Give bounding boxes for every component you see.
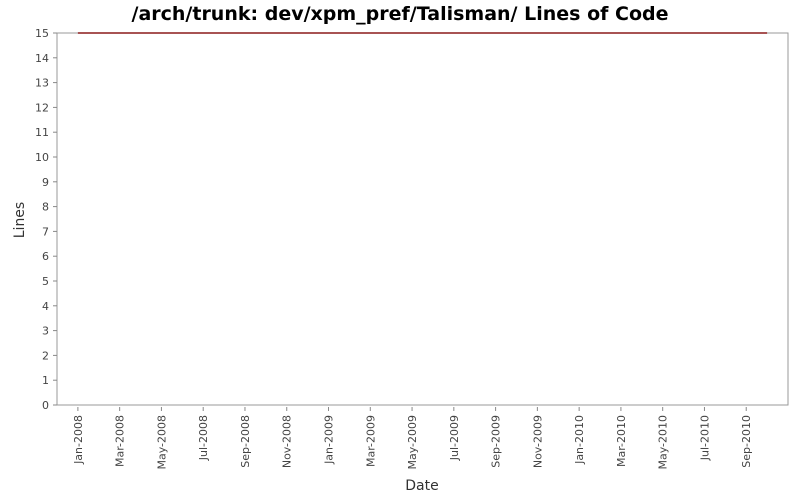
y-tick-label: 13 — [35, 77, 49, 90]
x-tick-label: Sep-2009 — [490, 415, 503, 468]
y-tick-label: 0 — [42, 399, 49, 412]
plot-area — [56, 32, 789, 406]
x-axis-title: Date — [405, 478, 438, 494]
y-tick-label: 15 — [35, 27, 49, 40]
x-tick-label: Mar-2009 — [364, 415, 377, 467]
y-tick-label: 3 — [42, 325, 49, 338]
x-tick-label: Nov-2009 — [531, 415, 544, 468]
chart-title: /arch/trunk: dev/xpm_pref/Talisman/ Line… — [132, 3, 669, 25]
x-tick-label: Jul-2010 — [698, 415, 711, 461]
x-tick-label: Mar-2008 — [114, 415, 127, 467]
y-tick-label: 5 — [42, 275, 49, 288]
y-tick-label: 2 — [42, 349, 49, 362]
y-tick-label: 4 — [42, 300, 49, 313]
y-tick-label: 10 — [35, 151, 49, 164]
x-tick-label: Sep-2008 — [239, 415, 252, 468]
y-tick-label: 11 — [35, 126, 49, 139]
x-tick-label: May-2009 — [406, 415, 419, 470]
x-tick-label: Jan-2010 — [573, 415, 586, 465]
y-tick-label: 1 — [42, 374, 49, 387]
y-tick-label: 6 — [42, 250, 49, 263]
y-tick-label: 7 — [42, 225, 49, 238]
x-tick-label: Mar-2010 — [615, 415, 628, 467]
x-tick-label: Jan-2008 — [72, 415, 85, 465]
y-tick-label: 14 — [35, 52, 49, 65]
y-axis-title: Lines — [12, 202, 28, 238]
x-tick-label: May-2010 — [657, 415, 670, 470]
x-tick-label: Jan-2009 — [323, 415, 336, 465]
x-tick-label: May-2008 — [155, 415, 168, 470]
x-tick-label: Nov-2008 — [281, 415, 294, 468]
x-tick-label: Jul-2009 — [448, 415, 461, 461]
x-tick-label: Sep-2010 — [740, 415, 753, 468]
x-tick-label: Jul-2008 — [197, 415, 210, 461]
y-tick-label: 12 — [35, 101, 49, 114]
y-tick-label: 8 — [42, 201, 49, 214]
y-tick-label: 9 — [42, 176, 49, 189]
